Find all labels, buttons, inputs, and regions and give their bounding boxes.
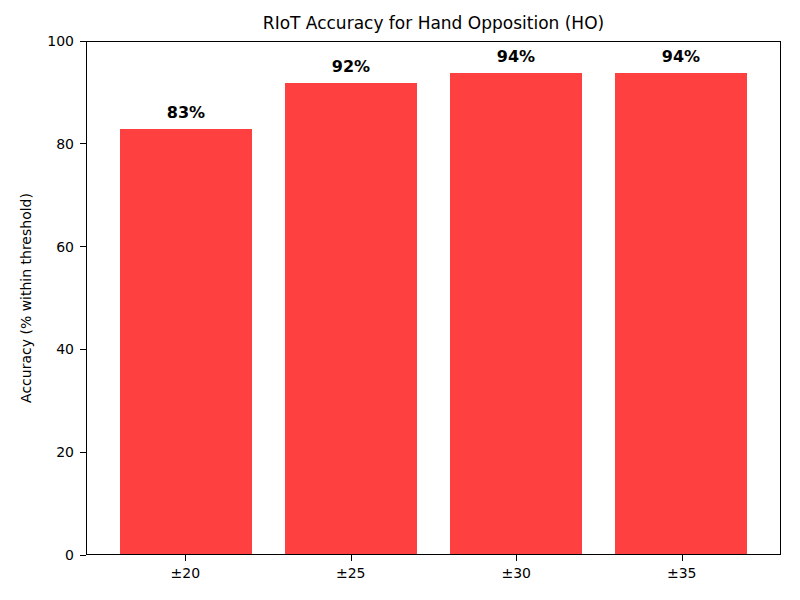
x-tick-mark: [351, 555, 352, 561]
bar: [450, 73, 582, 554]
x-tick-label: ±35: [667, 565, 697, 581]
bar: [120, 129, 252, 554]
bar: [615, 73, 747, 554]
x-axis: ±20 ±25 ±30 ±35: [86, 555, 781, 597]
bar-value-label: 94%: [497, 47, 535, 66]
bar-value-label: 83%: [167, 103, 205, 122]
y-axis: 020406080100: [0, 41, 86, 555]
x-tick-mark: [185, 555, 186, 561]
plot-area: 83% 92% 94% 94%: [86, 41, 781, 555]
x-tick-label: ±30: [501, 565, 531, 581]
x-tick-mark: [682, 555, 683, 561]
y-tick-label: 80: [56, 136, 74, 152]
x-tick-label: ±20: [171, 565, 201, 581]
y-tick-label: 100: [47, 33, 74, 49]
bar-value-label: 94%: [662, 47, 700, 66]
y-tick-label: 0: [65, 547, 74, 563]
x-tick-label: ±25: [336, 565, 366, 581]
y-tick-label: 20: [56, 444, 74, 460]
y-tick-mark: [80, 41, 86, 42]
y-tick-mark: [80, 349, 86, 350]
y-tick-mark: [80, 246, 86, 247]
x-tick-mark: [516, 555, 517, 561]
bar-chart-figure: RIoT Accuracy for Hand Opposition (HO) A…: [0, 0, 800, 600]
y-tick-label: 40: [56, 341, 74, 357]
y-tick-mark: [80, 143, 86, 144]
bar-value-label: 92%: [332, 57, 370, 76]
bar: [285, 83, 417, 554]
y-tick-mark: [80, 452, 86, 453]
chart-title: RIoT Accuracy for Hand Opposition (HO): [86, 13, 781, 33]
y-tick-label: 60: [56, 239, 74, 255]
